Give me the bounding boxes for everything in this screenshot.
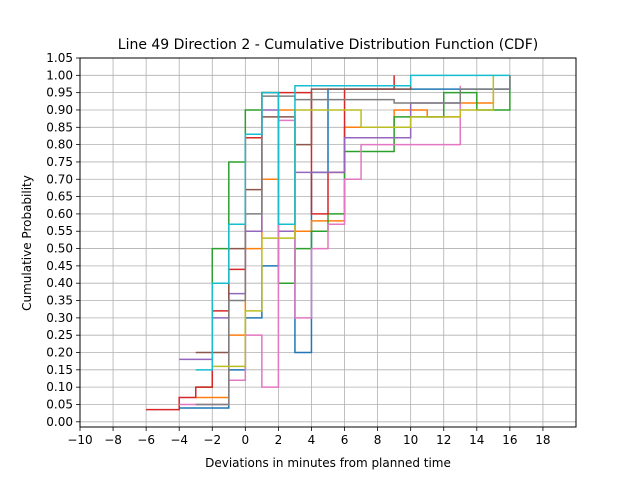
x-axis-label: Deviations in minutes from planned time [205, 456, 451, 470]
y-tick-label: 0.50 [46, 242, 73, 256]
chart-title: Line 49 Direction 2 - Cumulative Distrib… [118, 37, 538, 53]
x-tick-label: 14 [469, 433, 484, 447]
series-line-9 [212, 75, 495, 368]
x-tick-label: 6 [341, 433, 349, 447]
series-line-6 [195, 85, 412, 354]
y-tick-label: 0.00 [46, 415, 73, 429]
x-tick-label: 2 [275, 433, 283, 447]
x-tick-label: −2 [203, 433, 221, 447]
y-tick-label: 0.35 [46, 294, 73, 308]
x-tick-label: −8 [104, 433, 122, 447]
y-tick-label: 0.85 [46, 120, 73, 134]
y-axis-label: Cumulative Probability [20, 175, 34, 311]
y-tick-label: 0.15 [46, 363, 73, 377]
x-tick-label: −4 [170, 433, 188, 447]
y-tick-label: 0.60 [46, 207, 73, 221]
y-tick-label: 0.45 [46, 259, 73, 273]
y-tick-label: 0.90 [46, 103, 73, 117]
series-line-7 [179, 85, 462, 406]
y-tick-label: 0.20 [46, 346, 73, 360]
y-tick-label: 0.80 [46, 138, 73, 152]
series-line-10 [195, 74, 510, 371]
x-axis-ticks: −10 −8 −6 −4 −2 0 2 4 6 8 10 12 14 16 18 [67, 427, 551, 447]
y-tick-label: 0.70 [46, 172, 73, 186]
x-tick-label: −6 [137, 433, 155, 447]
y-tick-label: 1.05 [46, 51, 73, 65]
y-tick-label: 0.05 [46, 397, 73, 411]
series-line-8 [195, 75, 511, 406]
y-tick-label: 0.75 [46, 155, 73, 169]
y-tick-label: 0.30 [46, 311, 73, 325]
y-tick-label: 0.55 [46, 224, 73, 238]
x-tick-label: 8 [374, 433, 382, 447]
x-tick-label: 18 [535, 433, 550, 447]
x-tick-label: 4 [308, 433, 316, 447]
y-tick-label: 0.65 [46, 190, 73, 204]
series-layer [146, 74, 511, 411]
x-tick-label: 12 [436, 433, 451, 447]
y-tick-label: 0.40 [46, 276, 73, 290]
x-tick-label: 16 [502, 433, 517, 447]
plot-frame [79, 57, 577, 428]
y-tick-label: 0.10 [46, 380, 73, 394]
y-tick-label: 0.25 [46, 328, 73, 342]
y-axis-ticks: 0.00 0.05 0.10 0.15 0.20 0.25 0.30 0.35 0.40 0.45… [46, 51, 80, 429]
y-tick-label: 1.00 [46, 68, 73, 82]
series-line-5 [179, 89, 462, 361]
y-tick-label: 0.95 [46, 86, 73, 100]
x-tick-label: 0 [242, 433, 250, 447]
x-tick-label: 10 [403, 433, 418, 447]
x-tick-label: −10 [67, 433, 92, 447]
